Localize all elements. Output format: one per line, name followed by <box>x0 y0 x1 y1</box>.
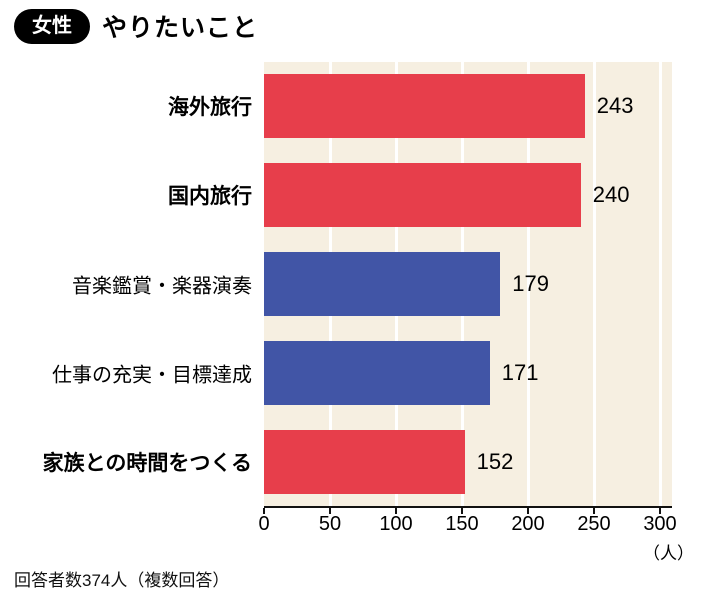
bar <box>264 340 490 405</box>
bar <box>264 163 581 228</box>
value-label: 152 <box>476 448 514 474</box>
x-axis-tick <box>263 508 265 514</box>
x-axis-tick-label: 0 <box>258 513 270 535</box>
x-axis-tick-label: 50 <box>318 513 342 535</box>
chart-header: 女性 やりたいこと <box>14 8 258 44</box>
gridline <box>526 62 530 506</box>
x-axis-tick-label: 100 <box>379 513 413 535</box>
gridline <box>592 62 596 506</box>
bar <box>264 74 585 139</box>
category-label: 仕事の充実・目標達成 <box>52 364 252 387</box>
value-label: 243 <box>596 93 634 119</box>
bar <box>264 252 501 316</box>
chart-title: やりたいこと <box>102 14 259 42</box>
group-badge: 女性 <box>14 8 90 44</box>
x-axis-line <box>264 506 672 508</box>
category-label: 家族との時間をつくる <box>42 451 252 475</box>
category-label: 音楽鑑賞・楽器演奏 <box>72 275 252 298</box>
category-label: 海外旅行 <box>168 96 252 120</box>
x-axis-tick-label: 250 <box>577 513 611 535</box>
footnote: 回答者数374人（複数回答） <box>14 571 230 590</box>
gridline <box>658 62 662 506</box>
value-label: 179 <box>512 271 549 296</box>
x-axis-tick <box>593 508 595 514</box>
x-axis-tick <box>659 508 661 514</box>
x-axis-tick-label: 150 <box>445 513 479 535</box>
bar <box>264 429 465 494</box>
x-axis-tick <box>461 508 463 514</box>
x-axis-tick-label: 200 <box>511 513 545 535</box>
axis-unit-label: （人） <box>643 544 694 563</box>
x-axis-tick <box>527 508 529 514</box>
x-axis-tick <box>395 508 397 514</box>
x-axis-tick <box>329 508 331 514</box>
x-axis-tick-label: 300 <box>643 513 677 535</box>
category-label: 国内旅行 <box>168 185 252 209</box>
value-label: 171 <box>501 359 539 385</box>
value-label: 240 <box>592 182 630 208</box>
